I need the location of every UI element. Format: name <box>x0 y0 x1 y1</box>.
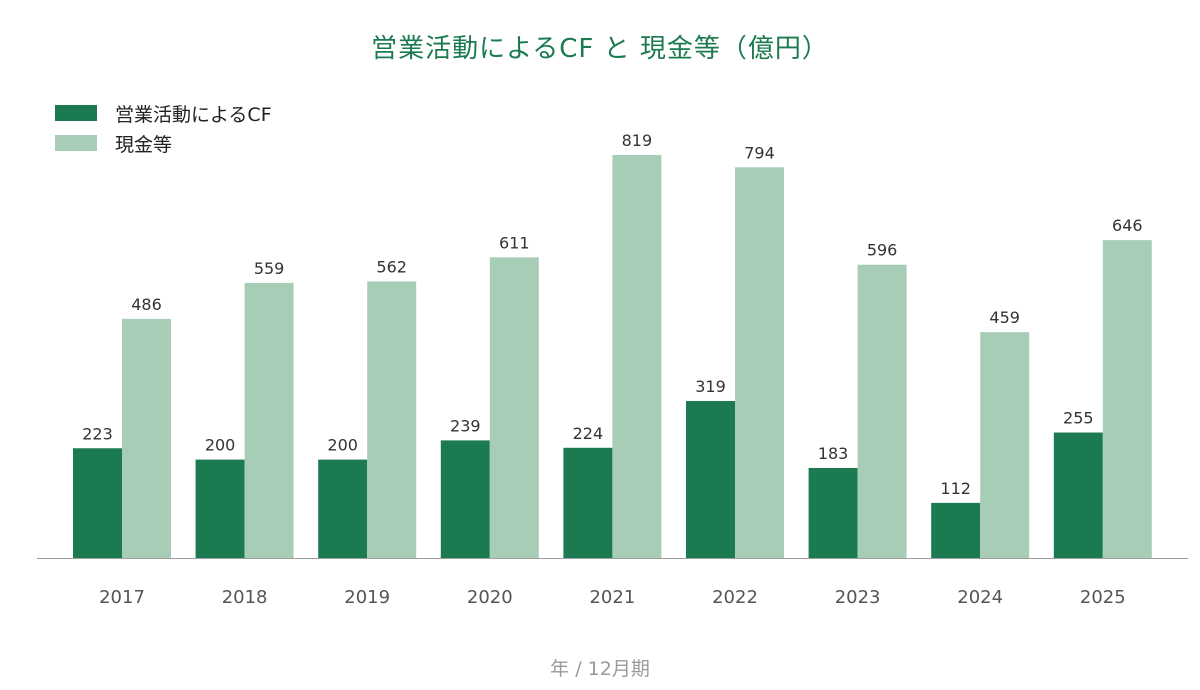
bar-cash-2020 <box>489 257 539 558</box>
data-label-operating-cf-2021: 224 <box>573 424 604 443</box>
x-tick-label-2025: 2025 <box>1080 587 1126 608</box>
data-label-cash-2023: 596 <box>867 241 898 260</box>
bar-operating-cf-2025 <box>1053 432 1103 558</box>
x-tick-label-2023: 2023 <box>835 587 881 608</box>
data-label-cash-2017: 486 <box>131 295 162 314</box>
bar-cash-2017 <box>122 318 171 558</box>
legend-item-cash: 現金等 <box>55 128 272 158</box>
legend: 営業活動によるCF 現金等 <box>55 98 272 158</box>
bar-cash-2023 <box>857 264 907 558</box>
bar-cash-2021 <box>612 155 662 558</box>
data-label-operating-cf-2022: 319 <box>695 377 726 396</box>
bar-cash-2022 <box>735 167 784 559</box>
x-tick-label-2020: 2020 <box>467 587 513 608</box>
x-tick-label-2022: 2022 <box>712 587 758 608</box>
data-label-operating-cf-2023: 183 <box>818 444 849 463</box>
data-label-cash-2020: 611 <box>499 233 530 252</box>
chart-title: 営業活動によるCF と 現金等（億円） <box>371 34 829 64</box>
legend-label-operating-cf: 営業活動によるCF <box>115 103 272 126</box>
bar-operating-cf-2023 <box>808 467 858 558</box>
bar-operating-cf-2018 <box>195 459 245 558</box>
bar-operating-cf-2019 <box>318 459 368 558</box>
x-tick-label-2019: 2019 <box>344 587 390 608</box>
bar-operating-cf-2021 <box>563 447 613 558</box>
legend-item-operating-cf: 営業活動によるCF <box>55 98 272 128</box>
data-label-cash-2021: 819 <box>622 131 653 150</box>
data-label-cash-2022: 794 <box>744 143 775 162</box>
bar-operating-cf-2017 <box>73 448 122 558</box>
data-label-cash-2018: 559 <box>254 259 285 278</box>
x-tick-label-2018: 2018 <box>222 587 268 608</box>
data-label-operating-cf-2018: 200 <box>205 436 236 455</box>
data-label-operating-cf-2017: 223 <box>82 424 113 443</box>
data-label-operating-cf-2024: 112 <box>940 479 971 498</box>
bar-cash-2018 <box>244 282 294 558</box>
bar-operating-cf-2024 <box>931 502 981 558</box>
x-tick-label-2024: 2024 <box>957 587 1003 608</box>
x-tick-label-2021: 2021 <box>589 587 635 608</box>
data-label-cash-2024: 459 <box>989 308 1020 327</box>
legend-swatch-operating-cf <box>55 105 97 121</box>
bar-operating-cf-2020 <box>440 440 490 558</box>
bar-cash-2019 <box>367 281 417 558</box>
bar-cash-2024 <box>980 332 1030 558</box>
data-label-operating-cf-2019: 200 <box>327 436 358 455</box>
data-label-cash-2019: 562 <box>376 257 407 276</box>
data-label-cash-2025: 646 <box>1112 216 1143 235</box>
legend-label-cash: 現金等 <box>115 133 173 156</box>
data-label-operating-cf-2020: 239 <box>450 416 481 435</box>
bar-cash-2025 <box>1102 240 1152 558</box>
x-tick-label-2017: 2017 <box>99 587 145 608</box>
bar-operating-cf-2022 <box>686 401 735 558</box>
x-axis-label: 年 / 12月期 <box>550 658 650 680</box>
legend-swatch-cash <box>55 135 97 151</box>
data-label-operating-cf-2025: 255 <box>1063 409 1094 428</box>
